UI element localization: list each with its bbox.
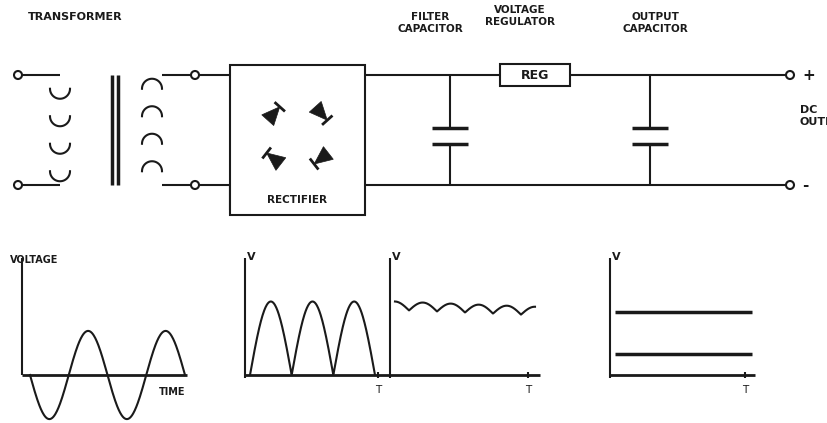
Text: +: + [801, 68, 814, 82]
Circle shape [191, 181, 198, 189]
Circle shape [785, 71, 793, 79]
Text: FILTER
CAPACITOR: FILTER CAPACITOR [397, 12, 462, 33]
Bar [500, 64, 569, 86]
Text: DC
OUTPUT: DC OUTPUT [799, 105, 827, 126]
Text: T: T [524, 385, 530, 395]
Text: V: V [246, 252, 256, 262]
Circle shape [14, 181, 22, 189]
Polygon shape [313, 147, 332, 164]
Text: TIME: TIME [159, 387, 185, 397]
Text: TRANSFORMER: TRANSFORMER [27, 12, 122, 22]
Polygon shape [309, 102, 327, 120]
Polygon shape [261, 107, 280, 126]
Text: V: V [611, 252, 620, 262]
Text: V: V [391, 252, 400, 262]
Text: VOLTAGE: VOLTAGE [10, 255, 59, 265]
Text: RECTIFIER: RECTIFIER [267, 195, 327, 205]
Circle shape [785, 181, 793, 189]
Circle shape [14, 71, 22, 79]
Text: REG: REG [520, 69, 548, 82]
Circle shape [191, 71, 198, 79]
Text: OUTPUT
CAPACITOR: OUTPUT CAPACITOR [621, 12, 687, 33]
Text: VOLTAGE
REGULATOR: VOLTAGE REGULATOR [485, 5, 554, 27]
Text: -: - [801, 178, 807, 192]
Text: T: T [741, 385, 748, 395]
Text: T: T [375, 385, 380, 395]
Bar [230, 65, 365, 215]
Polygon shape [266, 153, 285, 170]
